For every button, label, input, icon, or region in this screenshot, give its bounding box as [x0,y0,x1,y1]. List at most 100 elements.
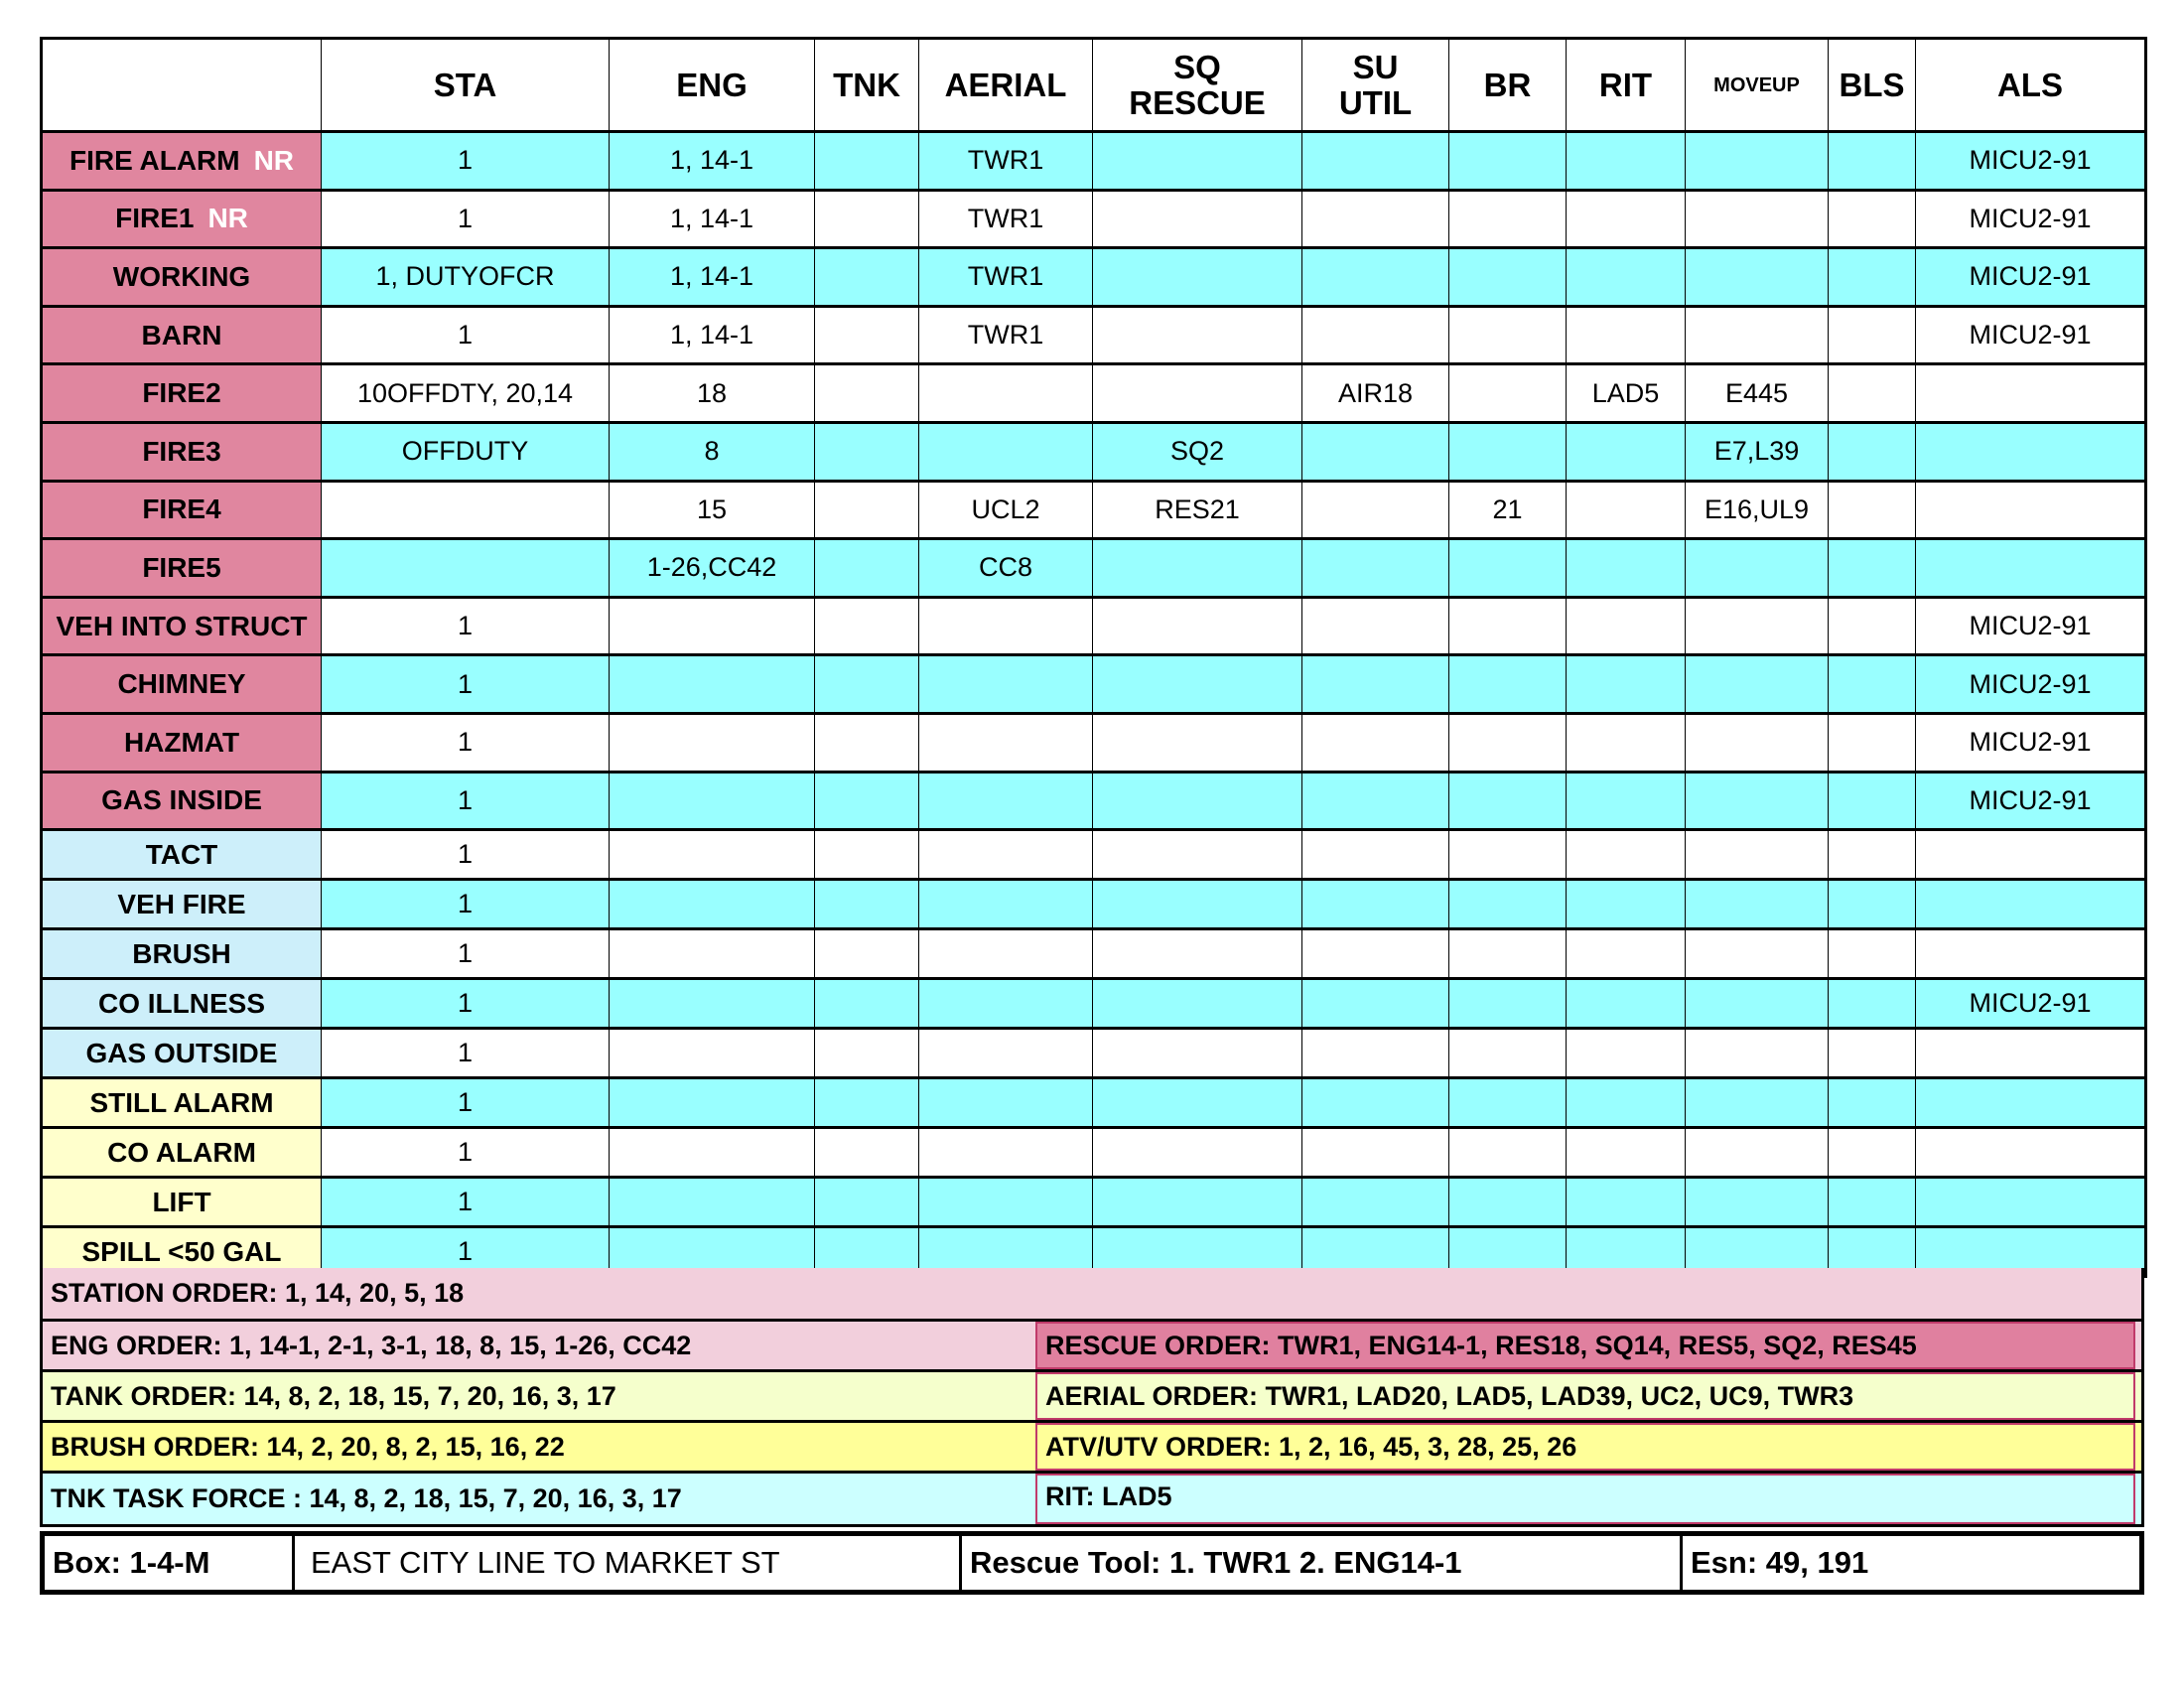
table-row: FIRE ALARM NR 1 1, 14-1 TWR1 MICU2-91 [41,131,2146,191]
assignment-cell [1566,596,1686,656]
nr-tag: NR [253,144,295,176]
assignment-cell: LAD5 [1566,363,1686,423]
assignment-cell: 1 [321,189,610,249]
assignment-cell [1685,131,1829,191]
assignment-cell [1828,1077,1916,1129]
incident-label: GAS OUTSIDE [85,1037,278,1068]
assignment-cell [609,771,815,831]
assignment-cell: 1 [321,596,610,656]
table-row: FIRE1 NR 1 1, 14-1 TWR1 MICU2-91 [41,189,2146,249]
table-row: FIRE4 15 UCL2 RES21 21 E16,UL9 [41,480,2146,540]
incident-type: FIRE1 NR [41,189,322,249]
assignment-cell [918,712,1093,773]
assignment-cell: 1 [321,1127,610,1179]
assignment-cell [1685,1177,1829,1228]
incident-label: TACT [145,838,218,870]
assignment-cell: SQ2 [1092,421,1302,482]
assignment-cell: 1 [321,829,610,881]
assignment-cell [1092,771,1302,831]
assignment-cell [918,1077,1093,1129]
table-row: BRUSH 1 [41,928,2146,980]
assignment-cell [1092,928,1302,980]
assignment-cell [1685,829,1829,881]
assignment-cell [1092,305,1302,365]
assignment-cell [1685,771,1829,831]
column-header: BLS [1828,38,1916,132]
assignment-cell [1092,596,1302,656]
assignment-cell [1828,928,1916,980]
assignment-cell: RES21 [1092,480,1302,540]
assignment-cell [814,421,919,482]
assignment-cell: 1, DUTYOFCR [321,247,610,307]
assignment-cell: MICU2-91 [1915,247,2146,307]
assignment-cell [609,1028,815,1079]
assignment-cell [609,928,815,980]
table-row: LIFT 1 [41,1177,2146,1228]
assignment-cell [1828,538,1916,598]
assignment-cell [814,771,919,831]
assignment-cell: 1 [321,978,610,1030]
rescue-tool: Rescue Tool: 1. TWR1 2. ENG14-1 [962,1536,1683,1590]
assignment-cell [1915,879,2146,930]
assignment-cell [1448,247,1567,307]
incident-type: CO ILLNESS [41,978,322,1030]
table-row: BARN 1 1, 14-1 TWR1 MICU2-91 [41,305,2146,365]
assignment-cell [1685,189,1829,249]
assignment-cell [814,538,919,598]
header-row: STA ENG TNK AERIAL SQ RESCUE SU UTIL BR RIT MOVE… [41,38,2146,132]
assignment-cell [1828,829,1916,881]
incident-label: LIFT [152,1186,211,1217]
incident-type: STILL ALARM [41,1077,322,1129]
column-header: ENG [609,38,815,132]
tank-order: TANK ORDER: 14, 8, 2, 18, 15, 7, 20, 16,… [51,1380,616,1411]
assignment-cell [814,305,919,365]
assignment-cell [1448,1077,1567,1129]
incident-label: VEH INTO STRUCT [56,610,308,641]
assignment-cell: MICU2-91 [1915,189,2146,249]
assignment-cell: 1, 14-1 [609,247,815,307]
assignment-cell [1448,1177,1567,1228]
assignment-cell [1301,421,1449,482]
table-row: FIRE5 1-26,CC42 CC8 [41,538,2146,598]
assignment-cell [1448,1127,1567,1179]
assignment-cell [1915,1077,2146,1129]
assignment-cell [918,596,1093,656]
assignment-cell [609,654,815,714]
brush-order: BRUSH ORDER: 14, 2, 20, 8, 2, 15, 16, 22 [51,1431,565,1462]
assignment-cell [1685,596,1829,656]
assignment-cell [1301,131,1449,191]
assignment-cell: 1 [321,928,610,980]
column-header: AERIAL [918,38,1093,132]
assignment-cell [1092,712,1302,773]
incident-label: SPILL <50 GAL [81,1235,282,1267]
assignment-cell: 18 [609,363,815,423]
assignment-cell [1301,305,1449,365]
footer-box: Box: 1-4-M EAST CITY LINE TO MARKET ST R… [40,1531,2144,1595]
incident-type: HAZMAT [41,712,322,773]
incident-type: FIRE4 [41,480,322,540]
assignment-cell [1301,654,1449,714]
assignment-cell: MICU2-91 [1915,654,2146,714]
assignment-cell [321,480,610,540]
assignment-cell [814,247,919,307]
assignment-cell [1448,654,1567,714]
assignment-cell [1301,480,1449,540]
assignment-cell [1828,879,1916,930]
assignment-cell [814,928,919,980]
assignment-cell: 10OFFDTY, 20,14 [321,363,610,423]
assignment-cell [814,189,919,249]
assignment-cell [918,879,1093,930]
assignment-cell [1301,1177,1449,1228]
assignment-cell [814,1077,919,1129]
incident-label: FIRE1 [115,203,195,234]
incident-type: BARN [41,305,322,365]
incident-type: VEH FIRE [41,879,322,930]
table-row: TACT 1 [41,829,2146,881]
assignment-cell [814,829,919,881]
assignment-cell: TWR1 [918,305,1093,365]
table-row: STILL ALARM 1 [41,1077,2146,1129]
assignment-cell [1685,1077,1829,1129]
assignment-cell [918,928,1093,980]
assignment-cell [1685,654,1829,714]
incident-label: FIRE3 [142,435,221,467]
